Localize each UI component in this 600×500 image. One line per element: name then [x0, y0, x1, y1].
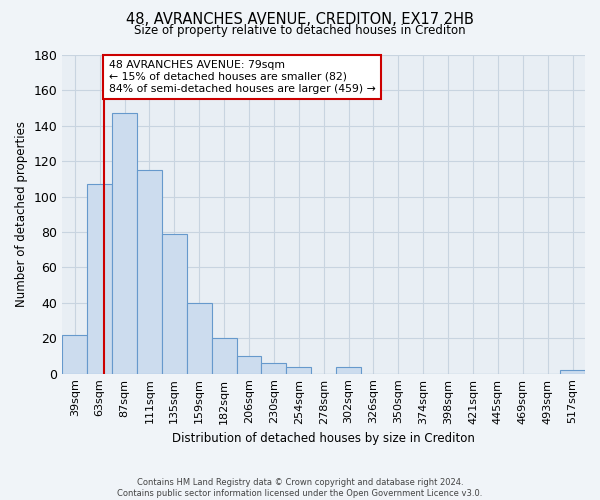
Bar — [62, 334, 87, 374]
Bar — [162, 234, 187, 374]
Bar — [137, 170, 162, 374]
Y-axis label: Number of detached properties: Number of detached properties — [15, 122, 28, 308]
X-axis label: Distribution of detached houses by size in Crediton: Distribution of detached houses by size … — [172, 432, 475, 445]
Text: 48, AVRANCHES AVENUE, CREDITON, EX17 2HB: 48, AVRANCHES AVENUE, CREDITON, EX17 2HB — [126, 12, 474, 28]
Bar — [560, 370, 585, 374]
Bar — [336, 366, 361, 374]
Text: 48 AVRANCHES AVENUE: 79sqm
← 15% of detached houses are smaller (82)
84% of semi: 48 AVRANCHES AVENUE: 79sqm ← 15% of deta… — [109, 60, 376, 94]
Text: Size of property relative to detached houses in Crediton: Size of property relative to detached ho… — [134, 24, 466, 37]
Bar — [286, 366, 311, 374]
Bar — [262, 363, 286, 374]
Bar — [87, 184, 112, 374]
Text: Contains HM Land Registry data © Crown copyright and database right 2024.
Contai: Contains HM Land Registry data © Crown c… — [118, 478, 482, 498]
Bar — [187, 303, 212, 374]
Bar — [212, 338, 236, 374]
Bar — [236, 356, 262, 374]
Bar — [112, 114, 137, 374]
